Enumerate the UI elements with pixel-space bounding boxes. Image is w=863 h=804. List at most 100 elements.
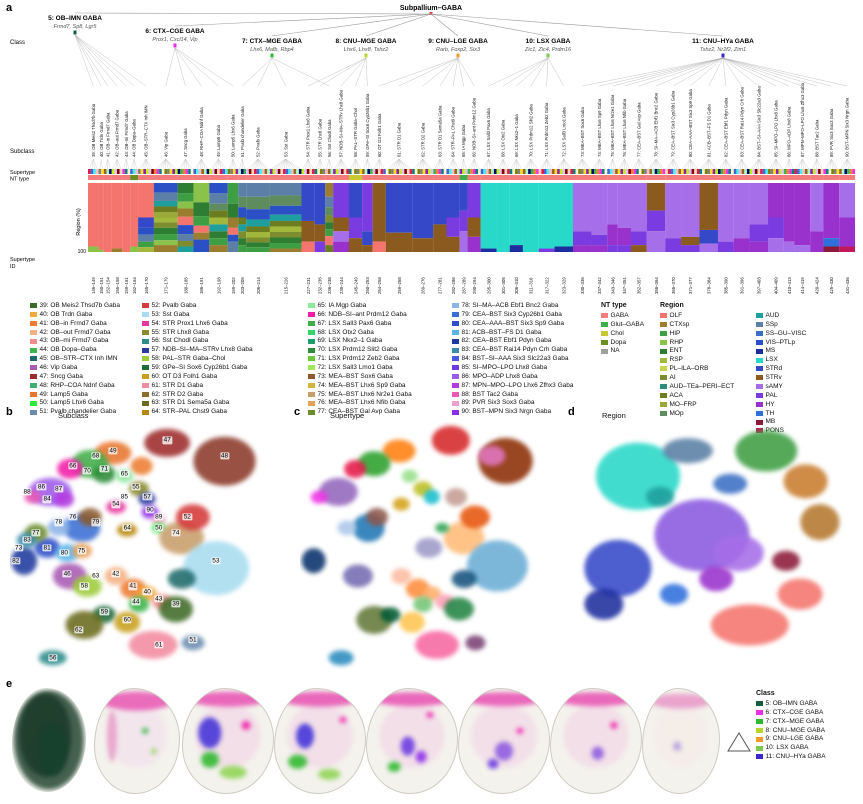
region-bar-segment — [325, 229, 334, 237]
region-bar-segment — [153, 200, 178, 207]
legend-item: Chol — [601, 330, 644, 337]
class-marker-genes: Tshz2, Nr2f2, Zim1 — [700, 47, 746, 53]
tree-edge-subclass-supertype — [741, 158, 749, 170]
nt-type-strip-cell — [794, 175, 811, 180]
supertype-strip-cell — [201, 169, 205, 174]
supertype-strip-cell — [507, 169, 510, 174]
supertype-strip-cell — [433, 169, 436, 174]
supertype-strip-cell — [596, 169, 600, 174]
region-bar-segment — [681, 245, 700, 252]
supertype-strip-cell — [206, 169, 210, 174]
supertype-strip-cell — [797, 169, 800, 174]
nt-type-strip-cell — [665, 175, 682, 180]
svg-text:87: MPN–MPO–LPO Lhx6 Zfhx3 Gab: 87: MPN–MPO–LPO Lhx6 Zfhx3 Gaba — [800, 82, 805, 157]
cluster-blob — [130, 457, 153, 476]
nt-type-strip-cell — [717, 175, 734, 180]
supertype-strip-cell — [554, 169, 558, 174]
svg-text:311–316: 311–316 — [529, 277, 534, 294]
supertype-strip-cell — [240, 169, 244, 174]
legend-item: 50: Lamp5 Lhx6 Gaba — [30, 399, 120, 406]
cluster-blob — [107, 703, 167, 769]
supertype-strip-cell — [604, 169, 608, 174]
supertype-strip-cell — [543, 169, 547, 174]
region-bar-segment — [246, 219, 270, 227]
region-bar-segment — [193, 225, 210, 233]
region-bar-segment — [325, 222, 334, 230]
legend-label: 47: Sncg Gaba — [39, 372, 83, 380]
tree-edge-root-class — [74, 12, 432, 15]
supertype-strip-cell — [356, 169, 360, 174]
svg-text:317–322: 317–322 — [544, 277, 549, 294]
supertype-id-label: 259–268 — [397, 277, 402, 294]
region-bar-segment — [193, 239, 210, 252]
svg-text:146–149: 146–149 — [91, 277, 96, 294]
legend-label: 68: LSX Otx2 Gaba — [317, 328, 374, 336]
supertype-id-label: 245–249 — [353, 277, 358, 294]
svg-text:55: STR Lhx8 Gaba: 55: STR Lhx8 Gaba — [318, 118, 323, 157]
brain-section-4 — [274, 688, 366, 794]
tree-edge-subclass-supertype — [201, 158, 206, 170]
region-bar-segment — [480, 183, 497, 249]
cluster-blob — [106, 709, 117, 762]
supertype-strip-cell — [804, 169, 808, 174]
region-bar-segment — [193, 183, 210, 203]
supertype-strip-cell — [182, 169, 186, 174]
tree-edge-subclass-supertype — [271, 158, 286, 170]
supertype-strip-cell — [420, 169, 423, 174]
supertype-strip-cell — [119, 169, 123, 174]
tree-edge-subclass-supertype — [257, 158, 269, 170]
legend-label: 8: CNU–MGE GABA — [765, 726, 826, 734]
subclass-label: 73: MEA–BST Sox6 Gaba — [580, 107, 585, 157]
tree-edge-subclass-supertype — [737, 158, 742, 170]
tree-edge-subclass-supertype — [398, 158, 404, 170]
class-node-label: 6: CTX–CGE GABA — [145, 28, 205, 35]
svg-text:89: PVR Six3 Sox3 Gaba: 89: PVR Six3 Sox3 Gaba — [829, 108, 834, 157]
legend-item: 82: CEA–BST Ebf1 Pdyn Gaba — [452, 337, 574, 344]
cluster-blob — [557, 692, 635, 707]
tree-edge-subclass-supertype — [526, 158, 531, 170]
cluster-blob — [142, 727, 149, 734]
tree-edge-subclass-supertype — [846, 158, 849, 170]
supertype-strip-cell — [612, 169, 616, 174]
tree-edge-subclass-supertype — [392, 158, 400, 170]
tree-edge-subclass-supertype — [89, 158, 94, 170]
region-bar-segment — [314, 224, 326, 242]
legend-label: NA — [610, 347, 620, 355]
tree-edge-subclass-supertype — [252, 158, 259, 170]
legend-label: PAL — [765, 391, 778, 399]
tree-edge-subclass-supertype — [285, 158, 290, 170]
legend-label: HY — [765, 400, 775, 408]
supertype-strip-cell — [496, 169, 500, 174]
legend-label: 66: NDB–SI–ant Prdm12 Gaba — [317, 310, 407, 318]
tree-edge-subclass-supertype — [319, 158, 322, 170]
cluster-blob — [443, 597, 474, 621]
subclass-label: 83: CEA–BST Rai14 Pdyn Crh Gaba — [739, 86, 744, 157]
legend-item: TH — [756, 410, 806, 417]
legend-item: MB — [756, 418, 806, 425]
legend-swatch — [756, 348, 763, 354]
nt-type-strip-cell — [554, 175, 574, 180]
subclass-number-label: 46 — [62, 570, 72, 578]
legend-item: 74: MEA–BST Lhx6 Sp9 Gaba — [308, 382, 412, 389]
tree-edge-subclass-supertype — [816, 158, 823, 170]
subclass-legend-col4: 78: SI–MA–ACB Ebf1 Bnc2 Gaba 79: CEA–BST … — [452, 302, 574, 417]
subclass-label: 66: NDB–SI–ant Prdm12 Gaba — [472, 97, 477, 157]
legend-label: ACA — [669, 391, 683, 399]
legend-label: 58: PAL–STR Gaba–Chol — [151, 355, 226, 363]
tree-edge-subclass-supertype — [811, 158, 817, 170]
legend-item: 64: STR–PAL Chst9 Gaba — [142, 408, 253, 415]
supertype-strip-cell — [778, 169, 782, 174]
umap-region-plot — [576, 420, 856, 676]
cluster-blob — [175, 504, 211, 531]
legend-label: 42: OB–out Frmd7 Gaba — [39, 328, 111, 336]
region-bar-segment — [554, 246, 574, 252]
class-node-label: 8: CNU–MGE GABA — [335, 38, 396, 45]
supertype-strip-cell — [836, 169, 840, 174]
region-bar-segment — [325, 196, 334, 208]
supertype-id-label: 180–185 — [183, 277, 188, 294]
tree-edge-subclass-supertype — [340, 158, 348, 170]
tree-edge-subclass-supertype — [831, 158, 833, 170]
tree-edge-subclass-supertype — [758, 158, 767, 170]
supertype-strip-cell — [333, 169, 336, 174]
tree-edge-root-class — [430, 13, 459, 37]
